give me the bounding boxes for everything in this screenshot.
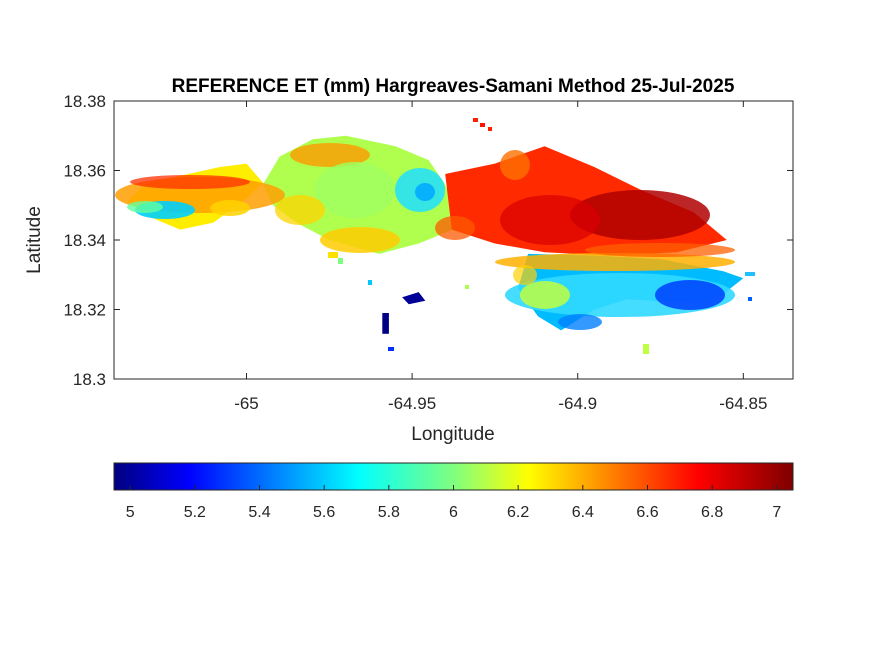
colorbar-tick-label: 6.2 xyxy=(507,504,529,521)
patch xyxy=(320,227,400,253)
patch xyxy=(500,195,600,245)
x-axis: -65 -64.95 -64.9 -64.85 xyxy=(234,101,767,413)
region-islet-1 xyxy=(402,292,426,305)
scattered-pixels xyxy=(328,118,755,354)
x-tick-label: -64.9 xyxy=(558,394,597,413)
patch xyxy=(655,280,725,310)
pixel xyxy=(368,280,372,285)
central-field xyxy=(275,143,475,253)
colorbar-ticks: 5 5.2 5.4 5.6 5.8 6 6.2 6.4 6.6 6.8 7 xyxy=(126,485,781,521)
x-axis-label: Longitude xyxy=(411,424,494,445)
colorbar: 5 5.2 5.4 5.6 5.8 6 6.2 6.4 6.6 6.8 7 xyxy=(113,462,794,521)
colorbar-tick-label: 5.2 xyxy=(184,504,206,521)
y-tick-label: 18.34 xyxy=(63,231,106,250)
patch xyxy=(435,216,475,240)
colorbar-tick-label: 5.8 xyxy=(378,504,400,521)
pixel xyxy=(328,252,338,258)
chart-title: REFERENCE ET (mm) Hargreaves-Samani Meth… xyxy=(172,76,735,97)
pixel xyxy=(748,297,752,301)
patch xyxy=(513,265,537,285)
colorbar-tick-label: 6.6 xyxy=(636,504,658,521)
pixel xyxy=(388,347,394,351)
pixel xyxy=(745,272,755,276)
colorbar-tick-label: 6.8 xyxy=(701,504,723,521)
south-field xyxy=(505,265,735,330)
y-tick-label: 18.32 xyxy=(63,301,106,320)
y-tick-label: 18.3 xyxy=(73,370,106,389)
x-tick-label: -64.95 xyxy=(388,394,436,413)
plot-area: -65 -64.95 -64.9 -64.85 18.3 18.32 18.34 18.36… xyxy=(63,92,794,413)
pixel xyxy=(338,258,343,264)
colorbar-tick-label: 6 xyxy=(449,504,458,521)
x-tick-label: -64.85 xyxy=(719,394,767,413)
patch xyxy=(315,162,395,218)
y-tick-label: 18.36 xyxy=(63,162,106,181)
colorbar-tick-label: 6.4 xyxy=(572,504,594,521)
colorbar-tick-label: 5 xyxy=(126,504,135,521)
patch xyxy=(570,190,710,240)
patch xyxy=(500,150,530,180)
patch xyxy=(130,175,250,189)
pixel xyxy=(480,123,485,127)
colorbar-tick-label: 5.4 xyxy=(248,504,270,521)
patch xyxy=(275,195,325,225)
heatmap-field xyxy=(115,118,755,354)
patch xyxy=(585,243,735,257)
pixel xyxy=(473,118,478,122)
patch xyxy=(290,143,370,167)
y-tick-label: 18.38 xyxy=(63,92,106,111)
patch xyxy=(415,183,435,201)
patch xyxy=(127,201,163,213)
region-islet-2 xyxy=(382,313,389,334)
x-tick-label: -65 xyxy=(234,394,259,413)
patch xyxy=(558,314,602,330)
west-arm-field xyxy=(115,175,285,219)
east-field xyxy=(495,150,735,271)
colorbar-tick-label: 5.6 xyxy=(313,504,335,521)
y-axis-label: Latitude xyxy=(24,206,45,274)
patch xyxy=(495,253,735,271)
pixel xyxy=(465,285,469,289)
pixel xyxy=(643,344,649,354)
y-axis: 18.3 18.32 18.34 18.36 18.38 xyxy=(63,92,793,389)
patch xyxy=(210,200,250,216)
patch xyxy=(520,281,570,309)
pixel xyxy=(488,127,492,131)
colorbar-tick-label: 7 xyxy=(772,504,781,521)
